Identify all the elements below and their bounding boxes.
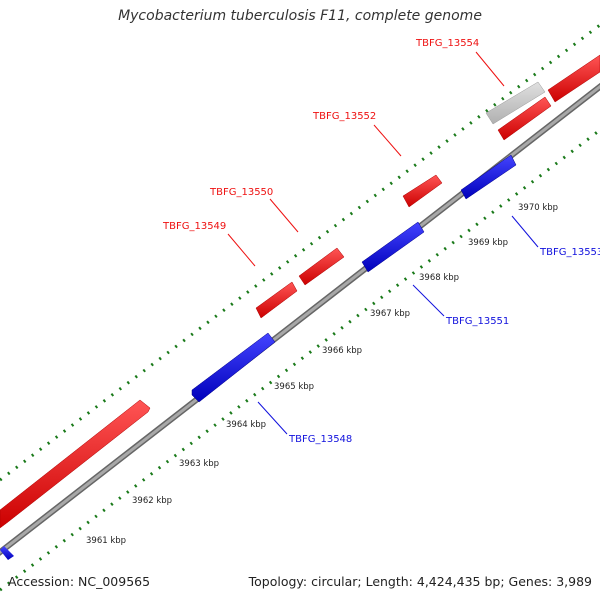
scale-label: 3969 kbp: [468, 238, 508, 248]
scale-label: 3967 kbp: [370, 309, 410, 319]
map-title: Mycobacterium tuberculosis F11, complete…: [118, 8, 482, 24]
gene-label: TBFG_13550: [209, 187, 273, 198]
scale-labels: 3961 kbp 3962 kbp 3963 kbp 3964 kbp 3965…: [86, 203, 558, 546]
gene-block: [255, 281, 298, 319]
scale-label: 3963 kbp: [179, 459, 219, 469]
gene-block: [485, 81, 546, 125]
scale-label: 3961 kbp: [86, 536, 126, 546]
gene-block: [460, 154, 517, 200]
outer-tick-ring: [0, 23, 600, 482]
gene-block: [191, 332, 276, 403]
gene-blocks: [0, 54, 600, 560]
gene-label: TBFG_13552: [312, 111, 376, 122]
gene-block: [0, 399, 151, 529]
genome-summary: Topology: circular; Length: 4,424,435 bp…: [248, 574, 592, 589]
gene-label: TBFG_13548: [288, 434, 352, 445]
scale-label: 3965 kbp: [274, 382, 314, 392]
scale-label: 3966 kbp: [322, 346, 362, 356]
scale-label: 3970 kbp: [518, 203, 558, 213]
scale-label: 3962 kbp: [132, 496, 172, 506]
gene-block: [298, 247, 345, 286]
gene-block: [547, 54, 600, 103]
gene-label: TBFG_13551: [445, 316, 509, 327]
backbone: [0, 82, 600, 556]
gene-block: [361, 221, 425, 273]
gene-label: TBFG_13549: [162, 221, 226, 232]
gene-labels: TBFG_13548 TBFG_13551 TBFG_13553 TBFG_13…: [162, 38, 600, 445]
scale-label: 3968 kbp: [419, 273, 459, 283]
gene-block: [402, 174, 443, 208]
accession-label: Accession: NC_009565: [8, 574, 151, 589]
inner-tick-ring: [0, 128, 600, 592]
gene-label: TBFG_13553: [539, 247, 600, 258]
gene-block: [497, 96, 552, 141]
gene-block: [0, 546, 14, 560]
gene-label: TBFG_13554: [415, 38, 479, 49]
scale-label: 3964 kbp: [226, 420, 266, 430]
